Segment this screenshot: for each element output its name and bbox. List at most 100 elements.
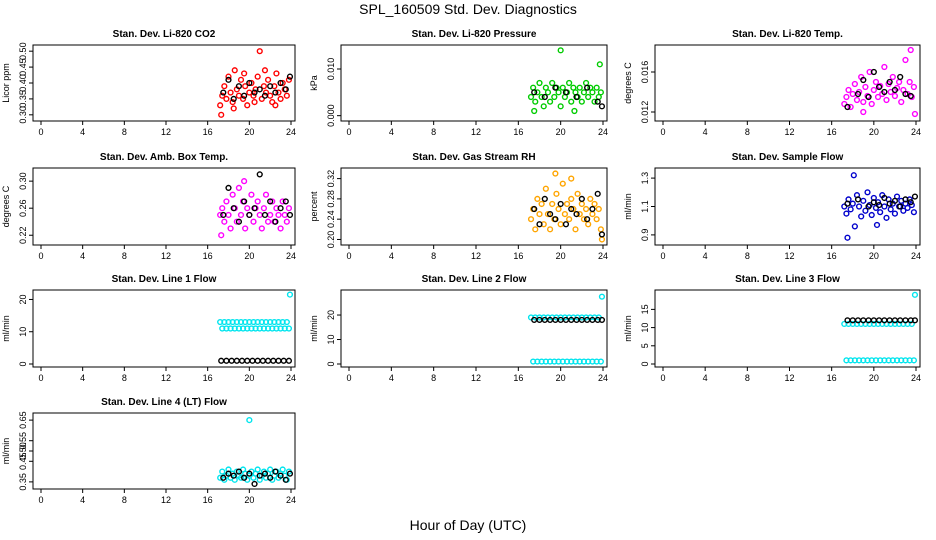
x-tick-label: 24 bbox=[598, 373, 608, 383]
data-point-red bbox=[221, 83, 228, 90]
x-tick-label: 4 bbox=[80, 373, 85, 383]
data-point-red bbox=[258, 95, 265, 103]
data-point-black bbox=[251, 205, 258, 212]
x-tick-label: 20 bbox=[556, 373, 566, 383]
data-point-black bbox=[860, 76, 867, 84]
data-point-black bbox=[218, 357, 225, 364]
data-point-black bbox=[881, 88, 888, 96]
panel-10: Stan. Dev. Line 4 (LT) Flow 0 4 8 12 16 20 24 0.… bbox=[1, 397, 296, 505]
data-point-orange bbox=[585, 221, 592, 228]
data-point-black bbox=[562, 89, 570, 96]
y-axis-label: ml/min bbox=[309, 315, 319, 342]
panel-4: Stan. Dev. Amb. Box Temp. 0 4 8 12 16 20 24 0.22… bbox=[1, 152, 296, 261]
data-point-magenta bbox=[283, 218, 290, 225]
data-point-magenta bbox=[872, 78, 880, 86]
data-point-black bbox=[235, 468, 243, 475]
data-point-black bbox=[536, 221, 543, 228]
x-tick-label: 8 bbox=[122, 251, 127, 261]
x-tick-label: 16 bbox=[203, 251, 213, 261]
data-point-green bbox=[551, 93, 558, 101]
data-point-orange bbox=[538, 200, 545, 208]
data-point-black bbox=[886, 200, 893, 207]
data-point-blue bbox=[860, 197, 867, 204]
data-point-magenta bbox=[217, 211, 224, 219]
panel-title: Stan. Dev. Line 1 Flow bbox=[112, 274, 217, 285]
data-point-blue bbox=[868, 211, 875, 219]
data-point-orange bbox=[534, 195, 541, 202]
data-point-red bbox=[219, 92, 226, 99]
y-tick-label: 0.000 bbox=[326, 104, 336, 127]
data-point-magenta bbox=[868, 100, 875, 108]
data-point-orange bbox=[572, 226, 579, 233]
data-point-black bbox=[891, 86, 899, 94]
data-point-black bbox=[598, 316, 606, 324]
x-tick-label: 16 bbox=[203, 495, 213, 505]
data-point-black bbox=[531, 205, 538, 213]
data-point-magenta bbox=[853, 96, 861, 104]
data-point-red bbox=[230, 105, 237, 112]
x-tick-label: 8 bbox=[745, 373, 750, 383]
data-point-black bbox=[272, 468, 279, 475]
data-point-red bbox=[223, 95, 230, 103]
data-point-black bbox=[598, 103, 606, 110]
data-point-cyan bbox=[254, 466, 261, 473]
data-point-magenta bbox=[229, 191, 236, 198]
data-point-orange bbox=[559, 180, 566, 187]
data-point-green bbox=[597, 89, 604, 96]
data-point-magenta bbox=[898, 98, 905, 106]
data-point-magenta bbox=[881, 63, 888, 71]
data-point-magenta bbox=[906, 78, 913, 86]
x-tick-label: 16 bbox=[203, 373, 213, 383]
x-axis-title: Hour of Day (UTC) bbox=[409, 517, 527, 533]
data-point-green bbox=[531, 107, 538, 115]
data-point-black bbox=[568, 205, 575, 213]
x-tick-label: 24 bbox=[911, 373, 921, 383]
data-point-orange bbox=[574, 190, 581, 197]
data-point-green bbox=[570, 84, 577, 91]
data-point-black bbox=[886, 78, 893, 86]
x-tick-label: 0 bbox=[38, 127, 43, 137]
data-point-blue bbox=[849, 200, 856, 207]
data-point-blue bbox=[851, 223, 858, 230]
data-point-red bbox=[260, 83, 268, 90]
data-point-black bbox=[259, 357, 266, 364]
data-point-red bbox=[241, 70, 248, 77]
data-point-red bbox=[273, 70, 280, 77]
data-point-black bbox=[230, 95, 237, 103]
data-point-red bbox=[262, 89, 270, 96]
data-point-magenta bbox=[911, 110, 919, 118]
data-point-magenta bbox=[896, 78, 903, 86]
data-point-black bbox=[261, 211, 269, 219]
y-tick-label: 20 bbox=[326, 310, 336, 320]
y-axis-label: ml/min bbox=[623, 193, 633, 220]
x-tick-label: 0 bbox=[38, 251, 43, 261]
plot-frame bbox=[340, 167, 608, 246]
panel-9: Stan. Dev. Line 3 Flow 0 4 8 12 16 20 24 0 5 10 15 m… bbox=[623, 274, 921, 383]
x-tick-label: 4 bbox=[389, 251, 394, 261]
data-point-green bbox=[527, 93, 535, 101]
x-tick-label: 16 bbox=[827, 127, 837, 137]
data-point-magenta bbox=[860, 98, 867, 106]
plot-frame bbox=[654, 44, 921, 122]
x-tick-label: 24 bbox=[286, 251, 296, 261]
data-point-black bbox=[220, 89, 227, 96]
panel-title: Stan. Dev. Li-820 CO2 bbox=[113, 29, 216, 40]
data-point-black bbox=[552, 84, 559, 91]
x-tick-label: 4 bbox=[389, 127, 394, 137]
data-point-orange bbox=[587, 195, 594, 202]
data-point-green bbox=[555, 89, 562, 96]
data-point-green bbox=[596, 61, 603, 68]
x-tick-label: 20 bbox=[244, 127, 254, 137]
data-point-orange bbox=[570, 205, 577, 213]
data-point-black bbox=[277, 79, 284, 87]
data-point-black bbox=[280, 357, 287, 364]
x-tick-label: 4 bbox=[703, 251, 708, 261]
data-point-magenta bbox=[264, 218, 272, 225]
x-tick-label: 20 bbox=[869, 251, 879, 261]
data-point-magenta bbox=[285, 205, 293, 212]
x-tick-label: 12 bbox=[161, 495, 171, 505]
data-point-black bbox=[541, 195, 548, 202]
y-tick-label: 0.32 bbox=[326, 170, 336, 188]
panel-title: Stan. Dev. Gas Stream RH bbox=[412, 152, 535, 163]
